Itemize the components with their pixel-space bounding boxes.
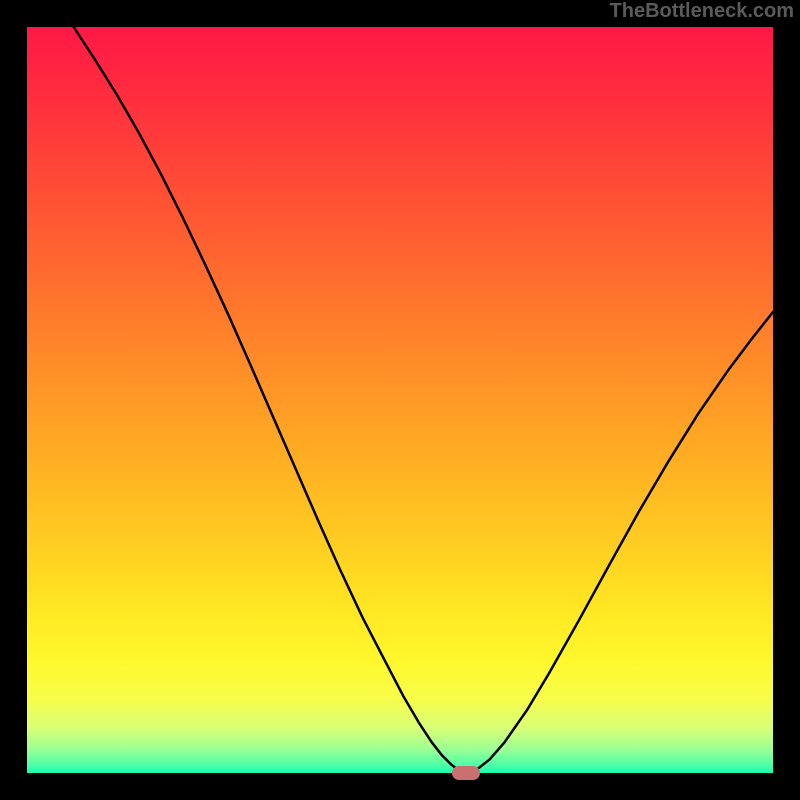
plot-svg — [27, 27, 773, 773]
plot-area — [27, 27, 773, 773]
optimal-marker — [452, 766, 480, 780]
attribution-text: TheBottleneck.com — [610, 0, 794, 23]
gradient-background — [27, 27, 773, 773]
chart-container: TheBottleneck.com — [0, 0, 800, 800]
